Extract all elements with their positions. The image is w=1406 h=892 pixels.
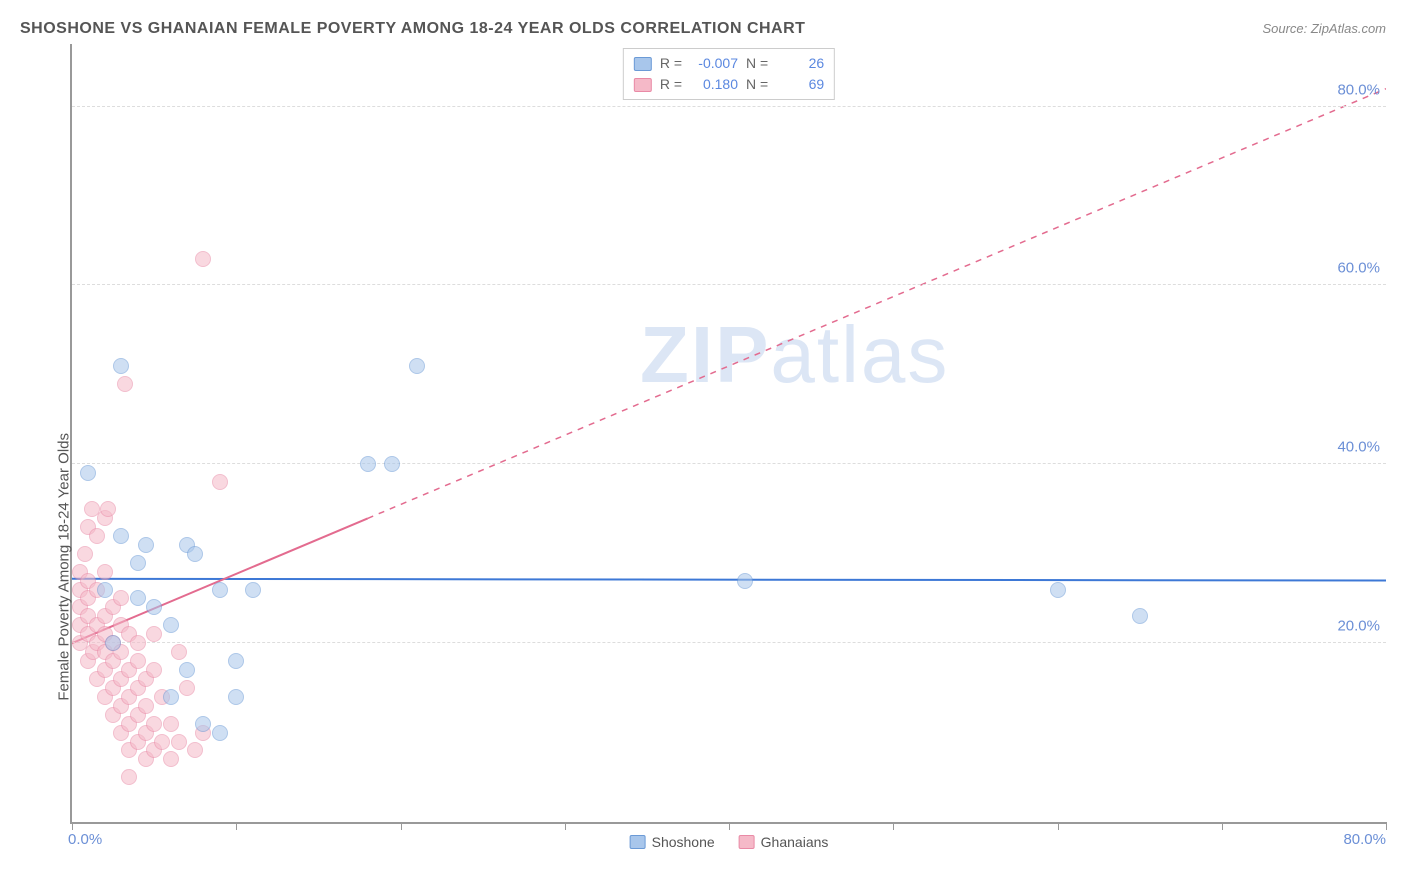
trend-lines	[72, 44, 1386, 822]
data-point	[89, 528, 105, 544]
legend-swatch-ghanaians	[634, 78, 652, 92]
r-label: R =	[660, 53, 682, 74]
data-point	[146, 626, 162, 642]
data-point	[212, 725, 228, 741]
watermark: ZIPatlas	[640, 309, 949, 401]
data-point	[1050, 582, 1066, 598]
data-point	[228, 689, 244, 705]
data-point	[146, 662, 162, 678]
gridline	[72, 284, 1386, 285]
y-tick-label: 20.0%	[1337, 618, 1380, 635]
data-point	[117, 376, 133, 392]
correlation-chart: SHOSHONE VS GHANAIAN FEMALE POVERTY AMON…	[20, 20, 1386, 824]
legend-item-shoshone: Shoshone	[630, 834, 715, 850]
chart-title: SHOSHONE VS GHANAIAN FEMALE POVERTY AMON…	[20, 20, 805, 38]
legend-label-shoshone: Shoshone	[652, 834, 715, 850]
data-point	[384, 456, 400, 472]
data-point	[245, 582, 261, 598]
x-tick-start: 0.0%	[68, 831, 102, 848]
data-point	[121, 769, 137, 785]
x-tick	[401, 822, 402, 830]
data-point	[163, 751, 179, 767]
data-point	[130, 555, 146, 571]
legend-label-ghanaians: Ghanaians	[761, 834, 829, 850]
data-point	[195, 251, 211, 267]
data-point	[77, 546, 93, 562]
y-tick-label: 80.0%	[1337, 81, 1380, 98]
data-point	[737, 573, 753, 589]
gridline	[72, 642, 1386, 643]
data-point	[212, 474, 228, 490]
gridline	[72, 463, 1386, 464]
data-point	[113, 528, 129, 544]
n-label: N =	[746, 53, 768, 74]
source-label: Source: ZipAtlas.com	[1262, 21, 1386, 36]
x-tick	[236, 822, 237, 830]
data-point	[171, 644, 187, 660]
data-point	[360, 456, 376, 472]
legend-row-ghanaians: R = 0.180 N = 69	[634, 74, 824, 95]
data-point	[146, 599, 162, 615]
r-label: R =	[660, 74, 682, 95]
header-row: SHOSHONE VS GHANAIAN FEMALE POVERTY AMON…	[20, 20, 1386, 38]
plot-area: Female Poverty Among 18-24 Year Olds ZIP…	[70, 44, 1386, 824]
data-point	[100, 501, 116, 517]
n-label: N =	[746, 74, 768, 95]
x-tick	[72, 822, 73, 830]
data-point	[130, 653, 146, 669]
x-tick	[1058, 822, 1059, 830]
data-point	[130, 590, 146, 606]
x-tick	[565, 822, 566, 830]
data-point	[130, 635, 146, 651]
legend-swatch-shoshone	[634, 57, 652, 71]
data-point	[187, 742, 203, 758]
n-value-ghanaians: 69	[776, 74, 824, 95]
r-value-ghanaians: 0.180	[690, 74, 738, 95]
data-point	[187, 546, 203, 562]
r-value-shoshone: -0.007	[690, 53, 738, 74]
data-point	[97, 582, 113, 598]
data-point	[1132, 608, 1148, 624]
x-tick	[729, 822, 730, 830]
data-point	[179, 680, 195, 696]
data-point	[154, 734, 170, 750]
legend-item-ghanaians: Ghanaians	[739, 834, 829, 850]
data-point	[163, 716, 179, 732]
data-point	[105, 635, 121, 651]
watermark-bold: ZIP	[640, 310, 770, 399]
data-point	[179, 662, 195, 678]
data-point	[146, 716, 162, 732]
legend-swatch-ghanaians	[739, 835, 755, 849]
n-value-shoshone: 26	[776, 53, 824, 74]
data-point	[113, 358, 129, 374]
data-point	[409, 358, 425, 374]
data-point	[80, 465, 96, 481]
legend-swatch-shoshone	[630, 835, 646, 849]
y-tick-label: 40.0%	[1337, 439, 1380, 456]
data-point	[97, 564, 113, 580]
data-point	[195, 716, 211, 732]
x-tick-end: 80.0%	[1343, 831, 1386, 848]
data-point	[138, 537, 154, 553]
y-axis-label: Female Poverty Among 18-24 Year Olds	[56, 433, 73, 701]
x-tick	[1222, 822, 1223, 830]
data-point	[138, 698, 154, 714]
correlation-legend: R = -0.007 N = 26 R = 0.180 N = 69	[623, 48, 835, 100]
x-tick	[1386, 822, 1387, 830]
data-point	[212, 582, 228, 598]
data-point	[171, 734, 187, 750]
data-point	[163, 689, 179, 705]
legend-row-shoshone: R = -0.007 N = 26	[634, 53, 824, 74]
data-point	[163, 617, 179, 633]
y-tick-label: 60.0%	[1337, 260, 1380, 277]
gridline	[72, 106, 1386, 107]
data-point	[113, 590, 129, 606]
watermark-light: atlas	[770, 310, 949, 399]
data-point	[228, 653, 244, 669]
x-tick	[893, 822, 894, 830]
series-legend: Shoshone Ghanaians	[630, 834, 829, 850]
